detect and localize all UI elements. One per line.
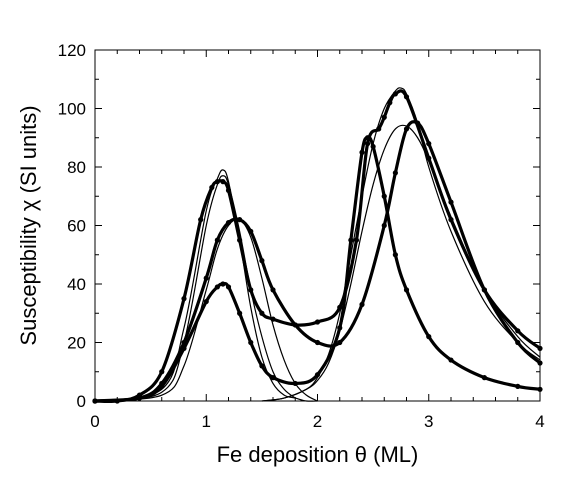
data-point	[159, 369, 165, 375]
y-tick-label: 0	[77, 392, 86, 411]
data-trace	[94, 135, 541, 403]
series-5	[94, 175, 296, 402]
data-point	[237, 310, 243, 316]
data-trace	[94, 89, 541, 404]
data-point	[348, 237, 354, 243]
series-2	[92, 120, 543, 404]
data-point	[515, 383, 521, 389]
data-point	[359, 301, 365, 308]
data-point	[259, 258, 265, 264]
x-tick-label: 1	[202, 412, 211, 431]
data-point	[537, 360, 543, 366]
data-point	[225, 284, 232, 290]
fit-curve	[261, 87, 541, 402]
data-point	[214, 237, 220, 243]
data-point	[198, 217, 204, 223]
y-tick-label: 40	[67, 275, 86, 294]
data-point	[381, 193, 387, 199]
series-6	[94, 218, 318, 402]
series-1	[92, 89, 543, 404]
data-point	[353, 237, 360, 243]
x-tick-label: 4	[535, 412, 544, 431]
data-point	[220, 179, 226, 185]
data-point	[403, 287, 410, 293]
series-8	[261, 124, 541, 402]
data-point	[220, 281, 226, 287]
data-point	[270, 287, 276, 293]
y-tick-label: 100	[58, 100, 86, 119]
data-point	[426, 141, 432, 147]
series-3	[92, 135, 543, 404]
data-point	[248, 339, 254, 346]
data-point	[448, 199, 454, 205]
data-point	[426, 334, 432, 340]
data-point	[448, 357, 454, 363]
plot-area-border	[94, 49, 541, 402]
data-point	[537, 386, 543, 392]
data-point	[481, 375, 487, 381]
x-tick-label: 2	[313, 412, 322, 431]
y-tick-label: 20	[67, 334, 86, 353]
data-point	[337, 339, 343, 346]
data-point	[364, 141, 371, 147]
y-axis-label: Susceptibility χ (SI units)	[16, 105, 41, 345]
data-point	[314, 339, 321, 346]
y-tick-label: 80	[67, 158, 86, 177]
x-axis-label: Fe deposition θ (ML)	[217, 442, 419, 467]
series-4	[94, 169, 318, 402]
y-tick-label: 60	[67, 217, 86, 236]
data-point	[259, 363, 265, 369]
data-point	[181, 296, 187, 302]
data-point	[203, 298, 209, 305]
data-point	[292, 322, 298, 328]
data-point	[403, 126, 410, 132]
fit-curve	[261, 124, 541, 402]
data-point	[270, 375, 276, 381]
data-point	[203, 275, 209, 281]
fit-curve	[94, 169, 318, 402]
fit-curve	[94, 175, 296, 402]
data-point	[392, 170, 398, 176]
data-point	[314, 319, 321, 325]
data-point	[515, 328, 521, 334]
data-point	[392, 252, 398, 258]
data-point	[259, 310, 265, 316]
data-point	[381, 222, 387, 229]
series-layer	[92, 87, 543, 404]
series-7	[261, 87, 541, 402]
plot-frame	[94, 49, 541, 402]
data-point	[214, 284, 220, 290]
data-point	[359, 149, 365, 155]
data-point	[381, 114, 387, 120]
data-point	[537, 345, 543, 351]
fit-curve	[94, 218, 318, 402]
x-tick-label: 3	[424, 412, 433, 431]
y-tick-label: 120	[58, 41, 86, 60]
data-trace	[94, 120, 542, 403]
data-point	[364, 135, 371, 141]
x-tick-label: 0	[90, 412, 99, 431]
